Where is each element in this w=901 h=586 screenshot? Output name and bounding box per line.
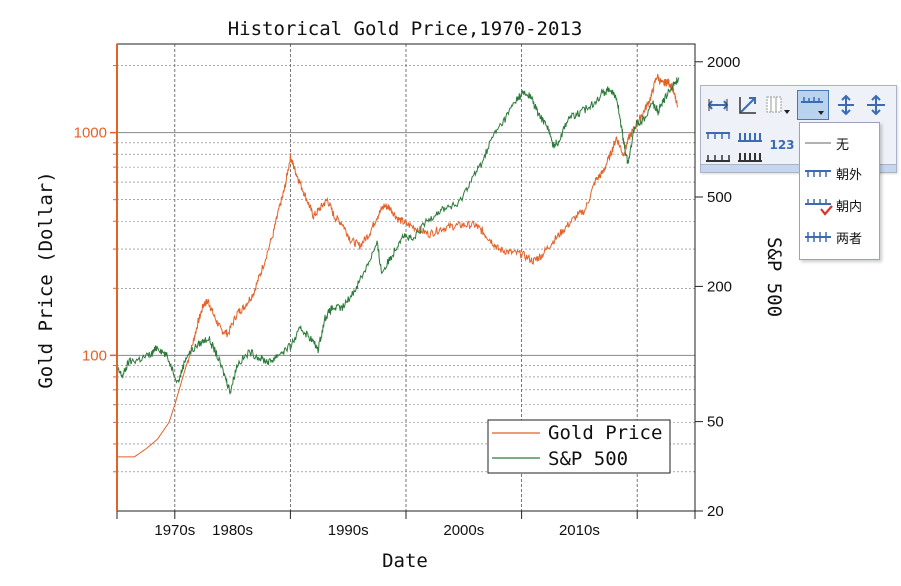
dropdown-item-outward[interactable]: 朝外 [800,159,879,187]
left-y-tick-label: 100 [82,347,107,364]
diagonal-axis-icon[interactable] [735,92,761,118]
legend-sp500-label: S&P 500 [548,448,628,470]
right-y-tick-label: 2000 [707,54,740,71]
dropdown-item-label: 朝外 [836,167,863,183]
vertical-stretch-icon[interactable] [833,92,859,118]
left-y-axis-label: Gold Price (Dollar) [35,171,57,388]
right-y-tick-label: 200 [707,278,732,295]
x-axis: 1970s 1980s 1990s 2000s 2010s [116,511,696,539]
series-layer [116,73,680,458]
tick-style-icon[interactable] [797,90,829,120]
tick-style-dropdown: 无 朝外 朝内 两者 [799,122,880,260]
right-y-tick-label: 50 [707,414,724,431]
x-tick-label: 1990s [328,522,369,539]
grid [117,44,695,511]
gold-price-line [117,73,679,458]
right-y-tick-label: 500 [707,189,732,206]
ticks-outside-icon[interactable] [737,144,763,170]
sp500-line [116,77,680,395]
number-label-icon[interactable]: 123 [767,132,797,158]
x-tick-label: 1970s [154,522,195,539]
chart-title: Historical Gold Price,1970-2013 [228,18,583,40]
right-y-axis-label: S&P 500 [763,237,785,317]
right-y-tick-label: 20 [707,503,724,520]
tick-in-icon [803,198,835,216]
x-axis-label: Date [382,550,428,572]
left-y-tick-label: 1000 [74,125,107,142]
left-y-axis: 100 1000 [74,65,117,473]
x-tick-label: 1980s [212,522,253,539]
number-label-text: 123 [769,138,795,152]
x-tick-label: 2000s [443,522,484,539]
legend: Gold Price S&P 500 [487,419,671,474]
legend-gold-label: Gold Price [548,422,662,444]
dropdown-item-none[interactable]: 无 [800,129,879,157]
dropdown-item-label: 无 [836,137,850,153]
dropdown-item-label: 两者 [836,231,863,247]
cross-stretch-icon[interactable] [863,92,889,118]
ticks-bold-icon[interactable] [737,124,763,150]
ticks-both-side-icon[interactable] [705,144,731,170]
right-y-axis: 20 50 200 500 2000 [695,54,740,520]
legend-box [487,419,671,474]
tick-both-icon [803,230,835,244]
dropdown-item-label: 朝内 [836,199,863,215]
grid-dropdown-icon[interactable] [765,92,791,118]
ticks-top-icon[interactable] [705,124,731,150]
dropdown-item-both[interactable]: 两者 [800,223,879,251]
toolbar-bottom-strip [701,164,896,172]
tick-out-icon [803,166,835,180]
tick-none-icon [803,136,835,150]
checkmark-icon [820,205,833,216]
x-tick-label: 2010s [559,522,600,539]
tick-length-icon[interactable] [705,92,731,118]
dropdown-item-inward[interactable]: 朝内 [800,191,879,219]
